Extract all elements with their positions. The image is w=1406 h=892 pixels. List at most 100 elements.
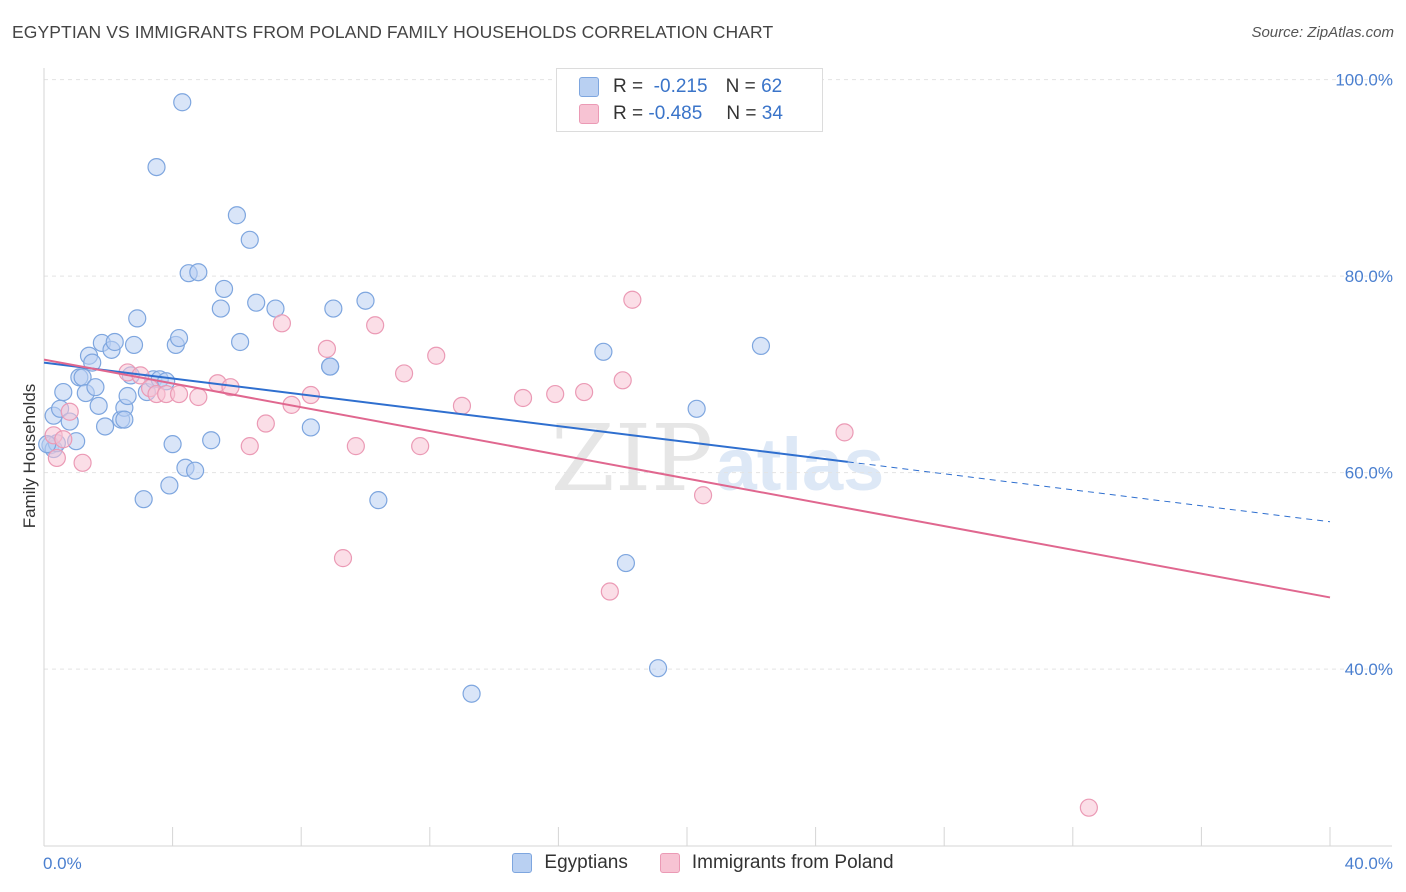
series-egyptians-points <box>38 93 771 703</box>
egyptians-point <box>240 230 259 249</box>
poland-point <box>623 290 642 309</box>
egyptians-point <box>369 491 388 510</box>
egyptians-point <box>186 461 205 480</box>
egyptians-point <box>189 263 208 282</box>
poland-point <box>333 549 353 568</box>
gridlines <box>44 79 1392 670</box>
legend-n-value: 34 <box>761 103 783 124</box>
watermark: ZIP atlas <box>551 405 884 512</box>
poland-point <box>366 316 385 335</box>
watermark-atlas: atlas <box>716 423 885 506</box>
poland-point <box>575 382 594 402</box>
egyptians-point <box>751 336 771 356</box>
legend-r-value: -0.485 <box>648 103 703 124</box>
egyptians-point <box>124 335 144 355</box>
poland-point <box>546 384 565 404</box>
egyptians-point <box>687 399 706 418</box>
egyptians-point <box>648 659 668 678</box>
egyptians-point <box>134 490 153 509</box>
egyptians-point <box>202 431 221 450</box>
legend-r-value: -0.215 <box>653 76 708 97</box>
egyptians-point <box>89 396 108 415</box>
bottom-legend: Egyptians Immigrants from Poland <box>0 852 1406 874</box>
egyptians-trend-extension <box>847 461 1331 523</box>
poland-point <box>317 339 337 358</box>
poland-point <box>54 430 73 449</box>
chart-title: EGYPTIAN VS IMMIGRANTS FROM POLAND FAMIL… <box>12 22 774 42</box>
egyptians-point <box>211 299 230 318</box>
x-tick-label: 0.0% <box>43 854 82 873</box>
y-tick-label: 80.0% <box>1345 267 1393 286</box>
poland-point <box>189 387 208 407</box>
series-poland-points <box>44 290 1098 817</box>
y-tick-label: 40.0% <box>1345 660 1393 679</box>
egyptians-point <box>227 206 246 225</box>
egyptians-point <box>128 309 147 328</box>
x-tick-labels: 0.0% 40.0% <box>43 854 1393 873</box>
x-tick-label: 40.0% <box>1345 854 1393 873</box>
egyptians-point <box>163 435 182 454</box>
poland-point <box>1079 798 1098 817</box>
egyptians-point <box>324 299 343 318</box>
egyptians-point <box>301 418 320 437</box>
poland-point <box>240 437 259 456</box>
legend-n-label: N = <box>725 76 756 97</box>
poland-point <box>169 384 189 404</box>
legend-row-poland: R = -0.485 N = 34 <box>579 101 783 127</box>
poland-point <box>411 437 430 456</box>
egyptians-point <box>616 553 636 573</box>
egyptians-trend-line <box>43 361 848 463</box>
egyptians-point <box>214 279 234 299</box>
poland-point <box>513 388 533 408</box>
legend-r-label: R = <box>613 76 644 97</box>
bottom-legend-label-poland: Immigrants from Poland <box>691 852 894 873</box>
poland-point <box>452 396 472 415</box>
legend-swatch-egyptians <box>579 77 599 97</box>
egyptians-point <box>231 332 250 352</box>
egyptians-point <box>169 328 189 348</box>
poland-point <box>73 453 92 472</box>
egyptians-point <box>160 476 179 495</box>
bottom-legend-label-egyptians: Egyptians <box>544 852 628 873</box>
poland-point <box>394 364 414 383</box>
poland-point <box>47 448 66 468</box>
legend-r-label: R = <box>613 103 644 124</box>
egyptians-point <box>462 684 481 703</box>
poland-point <box>427 346 446 365</box>
egyptians-point <box>147 157 166 177</box>
bottom-legend-swatch-egyptians <box>512 853 533 873</box>
egyptians-point <box>54 382 73 402</box>
egyptians-point <box>118 386 137 406</box>
bottom-legend-poland: Immigrants from Poland <box>659 852 894 874</box>
egyptians-point <box>86 378 105 397</box>
y-tick-label: 60.0% <box>1345 464 1393 483</box>
poland-trend-line <box>43 358 1331 599</box>
poland-point <box>600 582 619 601</box>
y-tick-labels: 100.0% 80.0% 60.0% 40.0% <box>1335 71 1393 680</box>
legend-box: R = -0.215 N = 62 R = -0.485 N = 34 <box>556 68 823 132</box>
trend-lines <box>43 358 1331 599</box>
poland-point <box>346 437 365 456</box>
bottom-legend-swatch-poland <box>659 853 680 873</box>
y-axis-title: Family Households <box>20 384 39 529</box>
egyptians-point <box>105 332 124 352</box>
egyptians-point <box>594 342 613 361</box>
legend-swatch-poland <box>579 104 599 124</box>
poland-point <box>256 414 275 433</box>
legend-n-label: N = <box>726 103 757 124</box>
egyptians-point <box>115 410 134 429</box>
egyptians-point <box>247 293 266 312</box>
poland-point <box>693 486 713 505</box>
axes <box>43 68 1392 847</box>
poland-point <box>613 371 632 390</box>
egyptians-point <box>173 93 192 112</box>
egyptians-point <box>356 291 375 310</box>
poland-point <box>60 402 79 421</box>
y-tick-label: 100.0% <box>1335 71 1393 90</box>
egyptians-point <box>321 357 340 376</box>
legend-n-value: 62 <box>761 76 783 97</box>
poland-point <box>272 314 292 333</box>
legend-row-egyptians: R = -0.215 N = 62 <box>579 74 782 100</box>
bottom-legend-egyptians: Egyptians <box>512 852 628 874</box>
